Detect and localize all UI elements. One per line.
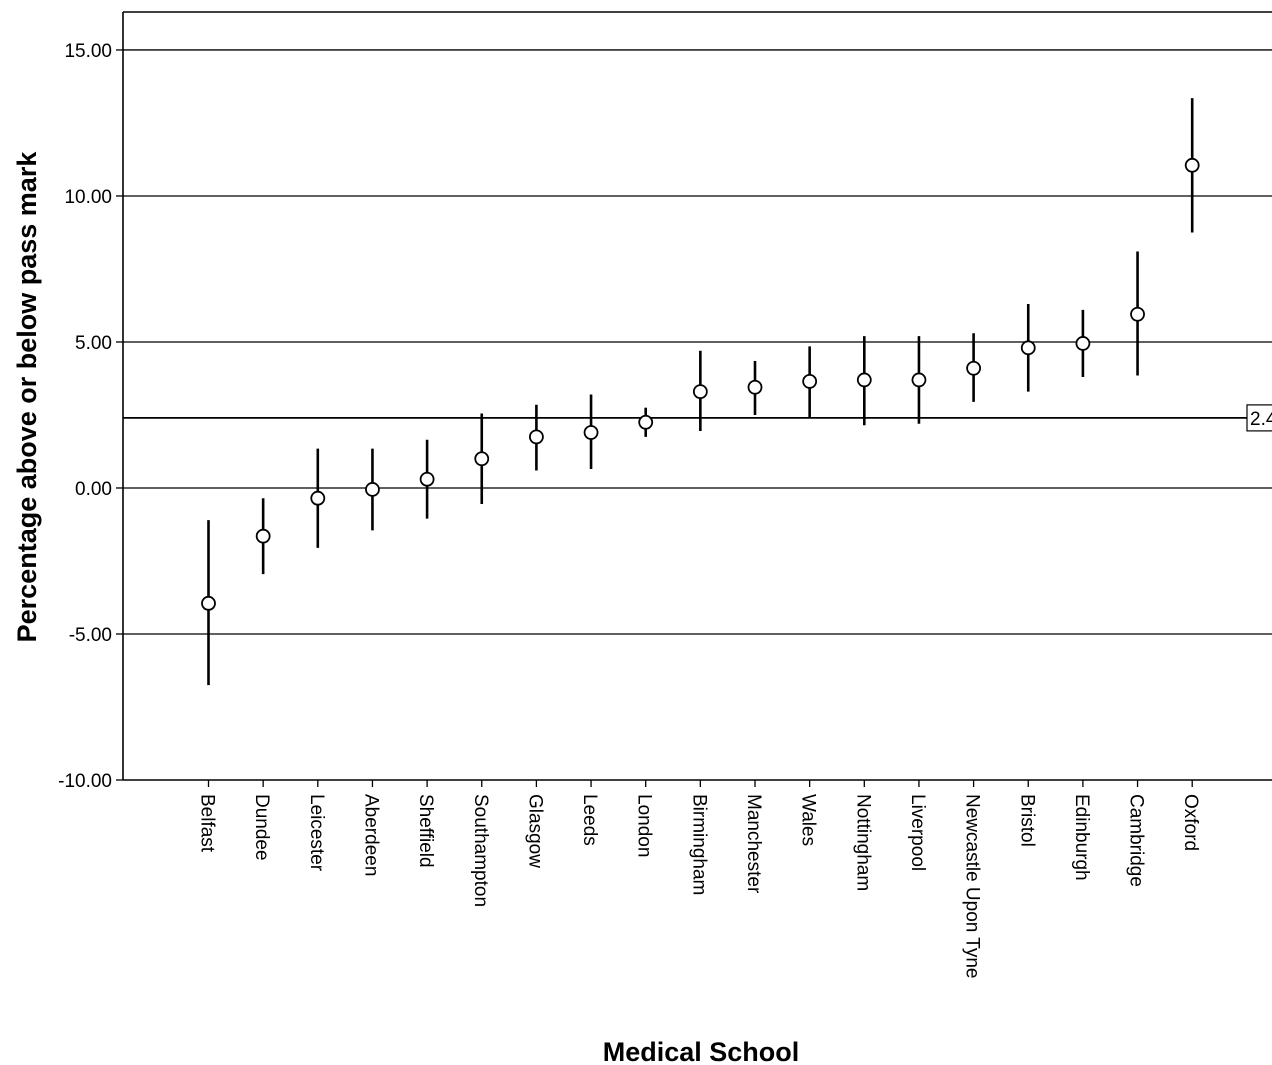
mean-marker xyxy=(747,379,763,395)
y-tick-label: 0.00 xyxy=(75,479,112,500)
x-tick-label: Aberdeen xyxy=(360,794,381,876)
mean-marker xyxy=(255,528,271,544)
x-tick-label: Southampton xyxy=(470,794,491,907)
mean-marker xyxy=(802,373,818,389)
reference-line-group: 2.4 xyxy=(123,404,1272,432)
mean-marker xyxy=(856,372,872,388)
mean-marker xyxy=(1020,340,1036,356)
y-axis-title: Percentage above or below pass mark xyxy=(12,151,42,643)
mean-marker xyxy=(310,490,326,506)
x-tick-label: Leicester xyxy=(306,794,327,872)
mean-marker xyxy=(583,425,599,440)
x-tick-label: Wales xyxy=(798,794,819,846)
x-tick-label: Manchester xyxy=(743,794,764,894)
axes xyxy=(116,11,1272,787)
x-tick-label: London xyxy=(634,794,655,857)
x-tick-label: Cambridge xyxy=(1126,794,1147,887)
reference-line-label: 2.4 xyxy=(1250,409,1272,430)
mean-marker xyxy=(1130,306,1145,322)
reference-line-label-box xyxy=(1246,404,1272,432)
x-tick-label: Bristol xyxy=(1016,794,1037,847)
mean-marker xyxy=(474,451,490,467)
mean-marker xyxy=(1075,336,1091,351)
x-tick-label: Birmingham xyxy=(688,794,709,895)
mean-marker xyxy=(419,471,435,487)
x-tick-label: Dundee xyxy=(251,794,272,861)
y-tick-label: 10.00 xyxy=(64,187,112,208)
y-tick-label: -5.00 xyxy=(69,625,112,646)
mean-marker xyxy=(201,595,216,611)
x-tick-label: Belfast xyxy=(197,794,218,853)
x-tick-label: Liverpool xyxy=(907,794,928,871)
x-tick-label: Oxford xyxy=(1180,794,1201,851)
mean-marker xyxy=(692,384,708,400)
mean-marker xyxy=(638,414,654,430)
y-tick-label: 15.00 xyxy=(64,41,112,62)
x-tick-label: Nottingham xyxy=(852,794,873,891)
gridlines xyxy=(123,49,1272,635)
x-tick-label: Newcastle Upon Tyne xyxy=(962,794,983,978)
error-bars xyxy=(201,98,1200,686)
x-tick-label: Sheffield xyxy=(415,794,436,868)
x-tick-label: Leeds xyxy=(579,794,600,846)
x-axis-title: Medical School xyxy=(603,1037,800,1065)
mean-marker xyxy=(911,372,927,388)
y-tick-label: 5.00 xyxy=(75,333,112,354)
x-axis-tick-labels: Belfast Dundee Leicester Aberdeen Sheffield S… xyxy=(197,794,1202,978)
mean-marker xyxy=(365,482,380,497)
mean-marker xyxy=(966,360,981,376)
x-tick-label: Glasgow xyxy=(524,794,545,868)
mean-marker xyxy=(529,429,544,445)
mean-marker xyxy=(1184,157,1200,173)
y-axis-tick-labels: -10.00 -5.00 0.00 5.00 10.00 15.00 xyxy=(58,41,112,792)
y-tick-label: -10.00 xyxy=(58,771,112,792)
x-tick-label: Edinburgh xyxy=(1071,794,1092,881)
